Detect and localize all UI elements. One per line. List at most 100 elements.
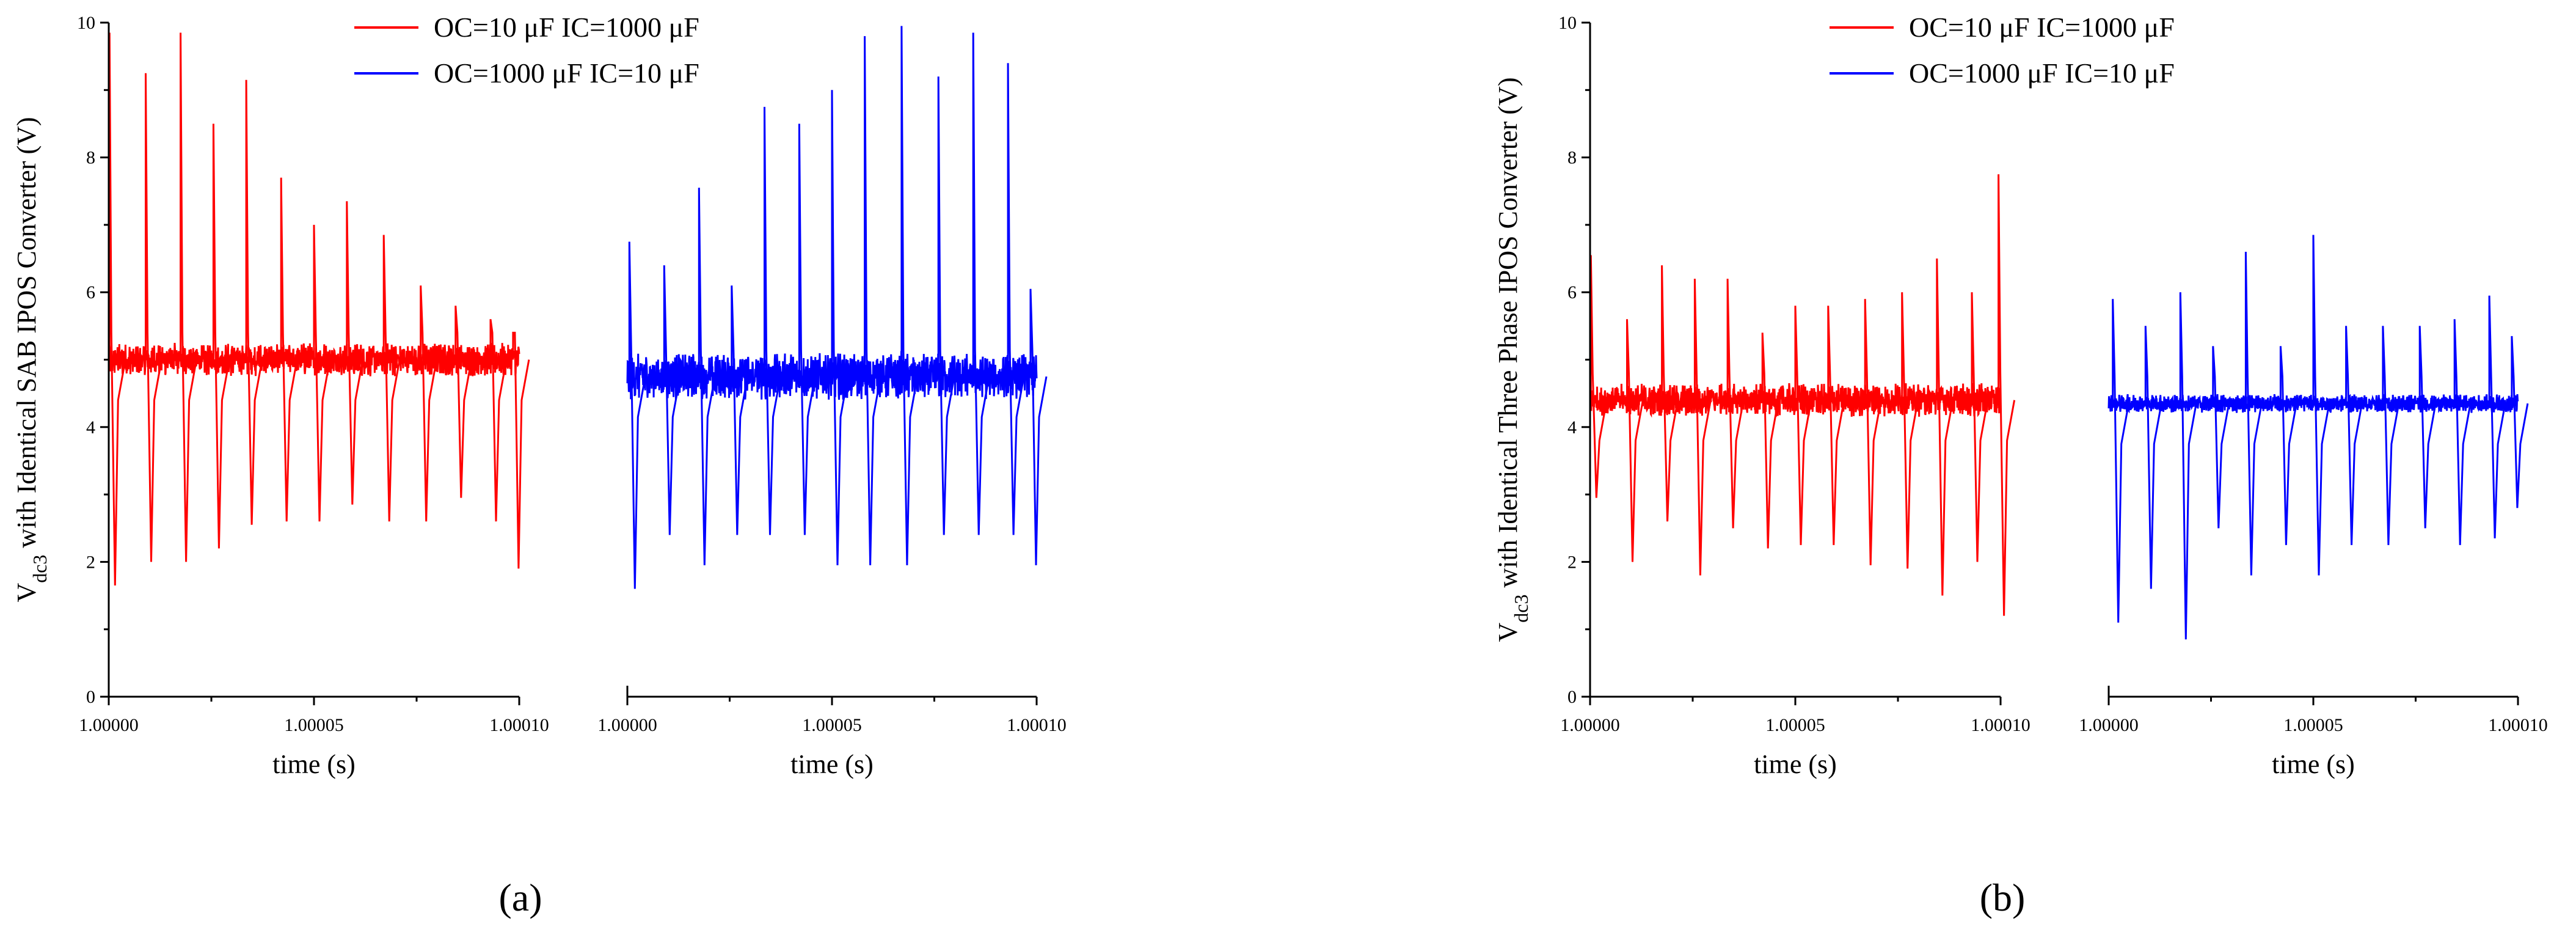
spike-mark	[1589, 255, 1608, 498]
spike-mark	[1864, 299, 1882, 565]
spike-mark	[1827, 306, 1845, 545]
subplot-a-2: 1.00000 1.00005 1.00010 time (s)	[597, 26, 1067, 779]
spike-mark	[245, 79, 263, 525]
subplot-b-1: 1.00000 1.00005 1.00010 time (s)	[1560, 23, 2031, 779]
legend-label: OC=1000 μF IC=10 μF	[1909, 57, 2175, 89]
legend-label: OC=10 μF IC=1000 μF	[434, 12, 699, 43]
spike-mark	[2418, 326, 2437, 529]
spike-mark	[420, 285, 438, 522]
spike-mark	[2382, 326, 2400, 545]
x-tick-label: 1.00005	[1765, 715, 1825, 735]
y-tick-label: 6	[86, 282, 95, 303]
x-tick-label: 1.00005	[284, 715, 344, 735]
x-axis-title: time (s)	[2272, 749, 2355, 779]
spike-mark	[798, 123, 816, 535]
spike-mark	[489, 319, 508, 522]
spike-mark	[1693, 279, 1712, 576]
spike-mark	[1007, 63, 1025, 535]
x-tick-label: 1.00000	[1560, 715, 1620, 735]
series-line	[1589, 383, 2002, 418]
spike-mark	[2112, 299, 2130, 623]
y-axis-title-rest: with Identical SAB IPOS Converter (V)	[12, 117, 42, 554]
spike-mark	[2244, 251, 2263, 576]
y-tick-label: 0	[1567, 687, 1577, 707]
spike-mark	[1794, 306, 1812, 545]
spike-mark	[2488, 295, 2506, 538]
y-axis-title-rest: with Identical Three Phase IPOS Converte…	[1493, 78, 1523, 595]
y-axis-title: Vdc3 with Identical Three Phase IPOS Con…	[1493, 78, 1532, 642]
y-tick-label: 4	[1567, 417, 1577, 438]
spike-mark	[2453, 319, 2472, 545]
x-tick-label: 1.00000	[2079, 715, 2139, 735]
y-tick-label: 4	[86, 417, 95, 438]
spike-mark	[512, 331, 530, 569]
x-tick-label: 1.00005	[2283, 715, 2343, 735]
spike-mark	[346, 201, 364, 505]
subplot-b-2: 1.00000 1.00005 1.00010 time (s)	[2079, 235, 2548, 779]
spike-mark	[2212, 346, 2230, 529]
spike-mark	[937, 76, 955, 535]
spike-mark	[2144, 326, 2162, 589]
x-axis-title: time (s)	[272, 749, 356, 779]
spike-mark	[731, 285, 749, 535]
spike-mark	[831, 90, 849, 565]
subplot-a-1: 1.00000 1.00005 1.00010 time (s)	[79, 23, 549, 779]
panel-caption: (b)	[1980, 876, 2026, 919]
spike-mark	[1626, 319, 1644, 562]
legend-label: OC=10 μF IC=1000 μF	[1909, 12, 2175, 43]
y-axis-title-main: V	[12, 583, 42, 603]
y-axis-title-main: V	[1493, 622, 1523, 642]
spike-mark	[212, 123, 230, 549]
x-tick-label: 1.00000	[79, 715, 139, 735]
x-tick-label: 1.00010	[1971, 715, 2031, 735]
spike-mark	[2511, 336, 2529, 508]
spike-mark	[280, 177, 298, 522]
spike-mark	[1726, 279, 1745, 529]
spike-mark	[454, 306, 473, 498]
y-tick-label: 8	[1567, 148, 1577, 168]
legend-label: OC=1000 μF IC=10 μF	[434, 57, 699, 89]
spike-mark	[864, 36, 882, 565]
y-axis-title-sub: dc3	[29, 555, 51, 583]
spike-mark	[108, 32, 126, 586]
spike-mark	[1971, 292, 1989, 562]
y-tick-label: 8	[86, 148, 95, 168]
spike-mark	[764, 106, 781, 535]
spike-mark	[1901, 292, 1919, 569]
y-tick-label: 6	[1567, 282, 1577, 303]
spike-mark	[698, 188, 716, 565]
spike-mark	[972, 32, 990, 535]
spike-mark	[1029, 288, 1048, 565]
y-tick-label: 0	[86, 687, 95, 707]
spike-mark	[1936, 258, 1954, 596]
x-axis-title: time (s)	[790, 749, 874, 779]
y-tick-label: 2	[86, 552, 95, 572]
spike-mark	[2312, 235, 2330, 576]
y-axis-title-sub: dc3	[1510, 594, 1532, 622]
x-tick-label: 1.00005	[802, 715, 862, 735]
spike-mark	[1998, 174, 2016, 616]
spike-mark	[2345, 326, 2363, 545]
spike-mark	[180, 32, 198, 562]
series-line	[108, 342, 520, 376]
legend: OC=10 μF IC=1000 μF OC=1000 μF IC=10 μF	[354, 12, 699, 89]
panel-caption: (a)	[498, 876, 542, 919]
legend: OC=10 μF IC=1000 μF OC=1000 μF IC=10 μF	[1830, 12, 2175, 89]
spike-mark	[382, 235, 401, 522]
spike-mark	[2179, 292, 2197, 640]
spike-mark	[2279, 346, 2297, 545]
spike-mark	[145, 73, 162, 562]
y-tick-label: 10	[77, 13, 95, 33]
x-tick-label: 1.00010	[2488, 715, 2548, 735]
y-axis-title: Vdc3 with Identical SAB IPOS Converter (…	[12, 117, 51, 602]
spike-mark	[663, 265, 681, 535]
spike-mark	[1661, 265, 1679, 522]
y-tick-label: 10	[1558, 13, 1577, 33]
x-tick-label: 1.00000	[597, 715, 657, 735]
x-tick-label: 1.00010	[1007, 715, 1067, 735]
spike-mark	[1761, 332, 1779, 549]
x-tick-label: 1.00010	[489, 715, 549, 735]
